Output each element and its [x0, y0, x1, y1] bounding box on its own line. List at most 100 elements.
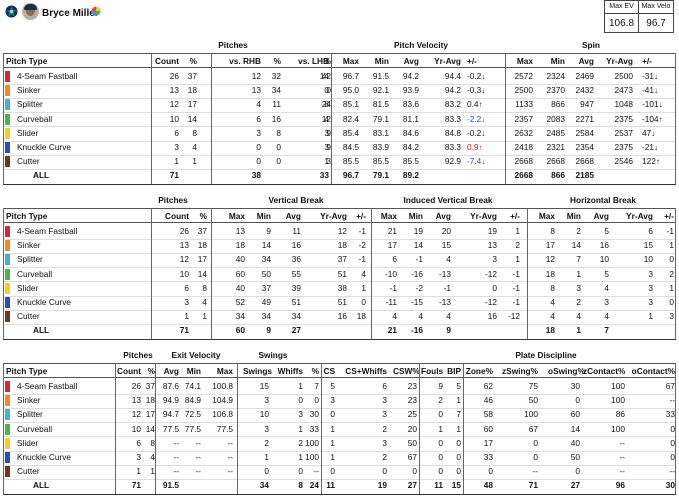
data-cell: 71 — [179, 325, 189, 336]
data-cell: 2 — [576, 226, 581, 236]
data-cell: 34 — [271, 85, 281, 96]
table-row: 4-Seam Fastball 26 37 13 9 11 12 -1 21 19 20 19 1 8 2 5… — [3, 225, 676, 238]
trend-arrow-icon: ↓ — [651, 128, 656, 138]
data-cell: 15 — [643, 240, 653, 251]
data-cell: 15 — [441, 240, 451, 251]
data-cell: 2 — [382, 452, 387, 462]
data-cell: 1133 — [515, 99, 533, 110]
column-header: Min — [550, 56, 565, 66]
table-row: Splitter 12 17 4 11 8 24 85.1 81.5 83.6 83.2 0.4 ↑ 1… — [3, 98, 676, 111]
data-cell: 92.9 — [444, 156, 461, 167]
data-cell: 0 — [438, 452, 443, 462]
data-cell: 51 — [337, 268, 347, 279]
data-cell: -0.3 ↓ — [467, 84, 497, 97]
data-cell: 81.5 — [372, 99, 389, 110]
data-cell: 4 — [324, 113, 329, 124]
data-cell: -1 — [666, 226, 674, 236]
data-cell: 2321 — [546, 142, 565, 152]
trend-arrow-icon: ↓ — [481, 86, 486, 96]
data-cell: 1 — [515, 226, 520, 236]
data-cell: 3 — [136, 452, 141, 462]
data-cell: 19 — [487, 226, 497, 236]
column-header: Zone% — [465, 366, 493, 376]
data-cell: 16 — [291, 240, 301, 251]
data-cell: 9 — [446, 325, 451, 336]
column-header: Pitch Type — [6, 56, 48, 66]
data-cell: 4 — [392, 311, 397, 322]
column-header: Yr-Avg — [320, 211, 347, 221]
data-cell: 12 — [545, 254, 555, 265]
column-header: Min — [408, 211, 423, 221]
data-cell: 0 — [456, 437, 461, 448]
data-cell: 100 — [611, 423, 625, 434]
data-cell: 2572 — [514, 71, 533, 81]
data-cell: 16 — [337, 311, 347, 322]
data-cell: 17 — [187, 99, 197, 110]
data-cell: 19 — [413, 226, 423, 236]
trend-arrow-icon: ↑ — [478, 100, 483, 110]
pitch-type-name: Curveball — [17, 268, 53, 279]
data-cell: 10 — [131, 423, 141, 434]
data-cell: 19 — [377, 480, 387, 491]
data-cell: 23 — [407, 395, 417, 406]
data-cell: 95.0 — [342, 85, 359, 96]
pitch-color-swatch — [5, 254, 10, 266]
data-cell: -12 — [485, 297, 497, 307]
data-cell: 3 — [174, 142, 179, 152]
data-cell: 18 — [145, 395, 155, 406]
data-cell: 0 — [256, 142, 261, 152]
data-cell: 12 — [321, 113, 331, 124]
data-cell: 33 — [665, 409, 675, 420]
data-cell: 34 — [291, 311, 301, 322]
data-cell: 4 — [604, 282, 609, 293]
data-cell: 866 — [551, 170, 565, 181]
data-cell: 2083 — [546, 113, 565, 124]
data-cell: -1 — [512, 297, 520, 307]
data-cell: 79.1 — [372, 113, 389, 124]
data-cell: 4 — [256, 99, 261, 110]
data-cell: 83.9 — [372, 142, 389, 152]
data-cell: 4 — [604, 311, 609, 322]
table-row: Curveball 10 14 6 16 4 12 82.4 79.1 81.1 83.3 -2.2 … — [3, 113, 676, 126]
data-cell: 8 — [550, 226, 555, 236]
data-cell: 11 — [434, 480, 443, 491]
table-row: Sinker 13 18 18 14 16 18 -2 17 14 15 13 2 17 14 16 15 1 — [3, 239, 676, 252]
data-cell: 50 — [261, 268, 271, 279]
data-cell: 8 — [202, 282, 207, 293]
data-cell: -16 — [411, 268, 423, 279]
column-header: BIP — [447, 366, 461, 376]
table-row: 4-Seam Fastball 26 37 12 32 14 42 96.7 91.5 94.2 9… — [3, 70, 676, 83]
data-cell: 6 — [136, 437, 141, 448]
data-cell: 1 — [669, 282, 674, 293]
data-cell: 60 — [483, 423, 493, 434]
data-cell: -13 — [439, 297, 451, 307]
column-header: Yr-Avg — [434, 56, 461, 66]
data-cell: 0 — [264, 466, 269, 477]
data-cell: 3 — [648, 282, 653, 293]
data-cell: 1 — [136, 466, 141, 477]
pitch-type-name: Cutter — [17, 156, 40, 167]
data-cell: 11 — [326, 480, 335, 491]
pitch-type-name: Sinker — [17, 85, 41, 96]
data-cell: 94.2 — [402, 71, 419, 81]
column-header: % — [189, 56, 197, 66]
data-cell: 17 — [197, 254, 207, 265]
data-cell: 0 — [670, 452, 675, 462]
pitch-color-swatch — [5, 113, 10, 125]
data-cell: 83.1 — [372, 127, 389, 138]
data-cell: 38 — [251, 170, 261, 181]
data-cell: 8 — [298, 480, 303, 491]
pitch-type-name: Curveball — [17, 423, 53, 434]
pitch-color-swatch — [5, 311, 10, 323]
data-cell: 84.9 — [184, 395, 201, 406]
group-header: Pitches — [158, 195, 188, 205]
data-cell: 13 — [131, 395, 141, 406]
data-cell: -- — [669, 466, 675, 477]
pitch-color-swatch — [5, 268, 10, 280]
data-cell: 100 — [524, 409, 538, 420]
data-cell: 39 — [291, 282, 301, 293]
data-cell: 67 — [665, 381, 675, 391]
data-cell: 34 — [259, 480, 269, 491]
data-cell: -31 ↓ — [642, 70, 674, 83]
data-cell: 77.5 — [184, 423, 201, 434]
